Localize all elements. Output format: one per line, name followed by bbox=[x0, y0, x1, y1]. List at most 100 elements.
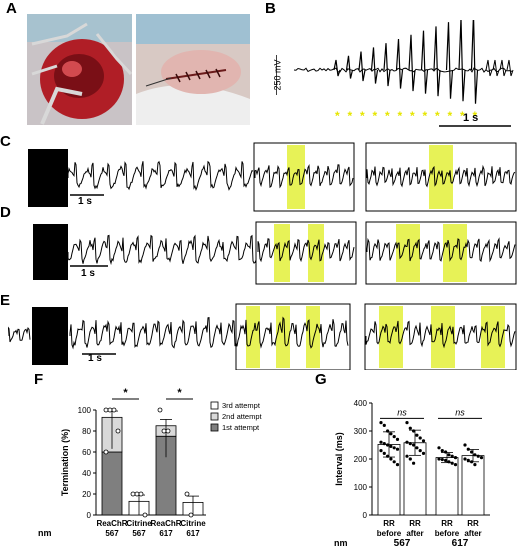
stim-marker: * bbox=[373, 109, 378, 123]
ecg-zoom-2 bbox=[366, 164, 516, 188]
stim-marker: * bbox=[473, 109, 478, 123]
data-point bbox=[392, 446, 396, 450]
panel-label-f: F bbox=[34, 371, 44, 388]
data-point bbox=[440, 457, 444, 462]
category-label: ReaChR bbox=[150, 519, 181, 528]
data-point bbox=[444, 458, 448, 462]
stim-burst bbox=[32, 307, 68, 365]
data-point bbox=[389, 444, 393, 448]
data-point bbox=[408, 457, 412, 461]
stim-marker: * bbox=[398, 109, 403, 123]
data-point bbox=[470, 450, 474, 454]
zoom-box-2 bbox=[364, 303, 517, 370]
stim-spike bbox=[420, 30, 429, 94]
data-point bbox=[115, 428, 121, 434]
light-pulse-highlight bbox=[246, 306, 260, 368]
stim-burst bbox=[28, 149, 68, 207]
category-label: RR bbox=[409, 519, 421, 528]
data-point bbox=[437, 457, 441, 461]
post-spike bbox=[506, 59, 514, 77]
data-point bbox=[138, 491, 144, 497]
stim-marker: * bbox=[385, 109, 390, 123]
category-label: 567 bbox=[105, 529, 119, 538]
significance-label: * bbox=[123, 387, 128, 399]
category-label: before bbox=[377, 529, 402, 538]
stim-marker: * bbox=[335, 109, 340, 123]
y-axis-label: Interval (ms) bbox=[334, 432, 344, 486]
ecg-arrhythmia bbox=[67, 160, 254, 191]
bar bbox=[461, 455, 485, 516]
panel-label-g: G bbox=[315, 371, 327, 388]
data-point bbox=[473, 453, 477, 457]
data-point bbox=[450, 461, 454, 465]
data-point bbox=[418, 449, 422, 453]
panel-label-b: B bbox=[265, 0, 276, 17]
data-point bbox=[157, 407, 163, 413]
category-label: Citrine bbox=[180, 519, 206, 528]
bar-segment bbox=[101, 451, 123, 516]
light-pulse-highlight bbox=[443, 224, 467, 282]
stim-spike bbox=[358, 51, 366, 82]
stim-spike bbox=[333, 59, 341, 77]
light-pulse-highlight bbox=[308, 224, 324, 282]
data-point bbox=[165, 428, 171, 434]
data-point bbox=[405, 454, 409, 458]
data-point bbox=[142, 512, 148, 518]
panel-d-ecg-trace bbox=[33, 221, 517, 285]
data-point bbox=[386, 443, 390, 447]
stim-burst bbox=[33, 224, 68, 280]
stim-spike bbox=[395, 38, 404, 89]
data-point bbox=[382, 423, 386, 427]
stim-marker: * bbox=[448, 109, 453, 123]
data-point bbox=[412, 429, 416, 433]
data-point bbox=[188, 512, 194, 518]
data-point bbox=[103, 449, 109, 455]
data-point bbox=[379, 421, 383, 425]
y-tick-label: 80 bbox=[82, 427, 91, 436]
zoom-box-2 bbox=[365, 221, 517, 285]
panel-b-time-scale: 1 s bbox=[463, 112, 479, 124]
data-point bbox=[466, 447, 470, 451]
data-point bbox=[444, 450, 448, 454]
zoom-box-1 bbox=[235, 303, 351, 370]
data-point bbox=[405, 440, 409, 444]
data-point bbox=[130, 491, 136, 497]
post-spike bbox=[485, 59, 493, 77]
stim-marker: * bbox=[460, 109, 465, 123]
baseline-trace bbox=[293, 67, 513, 73]
ecg-baseline bbox=[8, 326, 31, 343]
data-point bbox=[386, 454, 390, 458]
category-label: 617 bbox=[186, 529, 200, 538]
stim-marker: * bbox=[360, 109, 365, 123]
category-label: Citrine bbox=[126, 519, 152, 528]
data-point bbox=[184, 491, 190, 497]
stim-spike bbox=[370, 47, 379, 84]
data-point bbox=[466, 458, 470, 462]
stim-marker: * bbox=[410, 109, 415, 123]
stim-marker: * bbox=[423, 109, 428, 123]
data-point bbox=[415, 433, 419, 437]
nm-row-label: nm bbox=[38, 528, 52, 538]
data-point bbox=[379, 449, 383, 453]
category-label: ReaChR bbox=[96, 519, 127, 528]
bar bbox=[435, 457, 459, 516]
ecg-zoom bbox=[365, 320, 516, 349]
data-point bbox=[453, 456, 458, 460]
data-point bbox=[386, 429, 390, 433]
data-point bbox=[395, 463, 400, 467]
group-label: 567 bbox=[394, 538, 411, 546]
data-point bbox=[463, 443, 467, 447]
y-axis-label: Termination (%) bbox=[60, 429, 70, 496]
ecg-zoom-1 bbox=[254, 164, 354, 189]
ecg-arrhythmia bbox=[69, 316, 349, 350]
significance-label: ns bbox=[397, 407, 407, 417]
data-point bbox=[103, 407, 109, 413]
legend-swatch bbox=[210, 401, 219, 410]
legend-label: 1st attempt bbox=[222, 423, 260, 432]
data-point bbox=[453, 463, 458, 467]
data-point bbox=[395, 447, 400, 451]
y-tick-label: 0 bbox=[363, 511, 368, 520]
data-point bbox=[408, 426, 412, 430]
